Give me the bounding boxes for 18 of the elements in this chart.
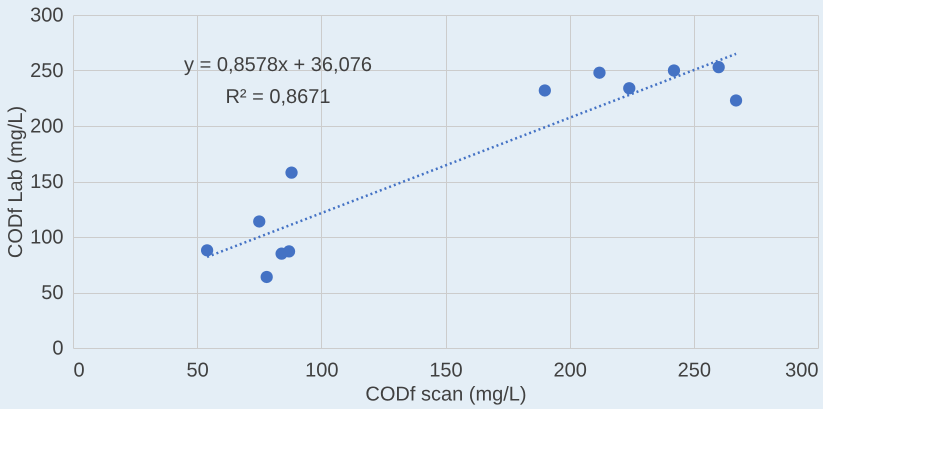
y-tick-label: 100	[30, 226, 64, 248]
y-tick-label: 250	[30, 60, 64, 82]
x-axis-title: CODf scan (mg/L)	[365, 384, 527, 406]
annotation: y = 0,8578x + 36,076	[184, 54, 372, 76]
y-tick-label: 50	[41, 282, 64, 304]
y-axis-title: CODf Lab (mg/L)	[5, 106, 28, 258]
x-tick-label: 50	[186, 360, 209, 382]
x-tick-label: 250	[678, 360, 712, 382]
annotation: R² = 0,8671	[225, 86, 331, 108]
x-tick-label: 200	[553, 360, 587, 382]
x-tick-label: 0	[74, 360, 85, 382]
y-tick-label: 150	[30, 171, 64, 193]
y-tick-label: 300	[30, 4, 64, 26]
x-tick-label: 300	[785, 360, 818, 382]
y-tick-label: 0	[52, 338, 64, 360]
x-tick-label: 150	[429, 360, 463, 382]
x-tick-label: 100	[305, 360, 339, 382]
y-tick-label: 200	[30, 116, 64, 138]
